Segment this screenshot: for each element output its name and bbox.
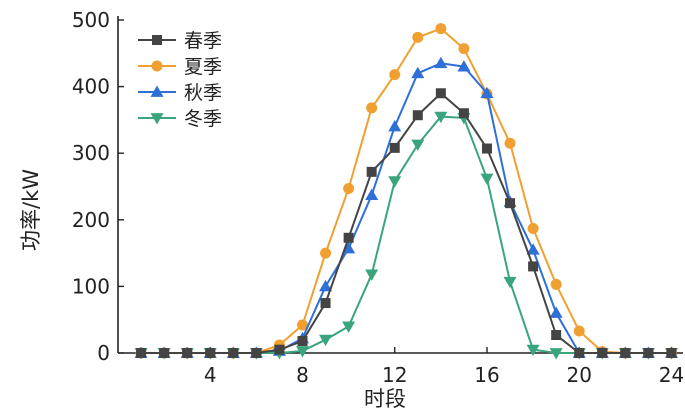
- legend-item: 夏季: [138, 56, 222, 78]
- legend-label: 夏季: [184, 56, 222, 78]
- data-point: [274, 344, 285, 355]
- data-point: [458, 43, 470, 55]
- y-tick-label: 500: [72, 8, 110, 32]
- legend-marker: [152, 35, 162, 45]
- data-point: [320, 298, 331, 309]
- data-point: [319, 334, 333, 347]
- data-point: [435, 23, 447, 35]
- data-point: [480, 173, 494, 186]
- data-point: [458, 108, 469, 119]
- x-tick-label: 16: [474, 363, 499, 387]
- data-point: [457, 60, 471, 72]
- data-point: [503, 276, 517, 289]
- data-point: [526, 243, 540, 255]
- data-point: [366, 166, 377, 177]
- data-point: [205, 348, 216, 358]
- data-point: [159, 348, 170, 358]
- legend-label: 冬季: [184, 108, 222, 130]
- series-1: [136, 88, 677, 358]
- legend-item: 冬季: [138, 108, 222, 130]
- data-point: [481, 143, 492, 154]
- data-point: [527, 222, 539, 234]
- data-point: [296, 319, 308, 331]
- series-layer: [134, 23, 678, 360]
- data-point: [597, 348, 608, 358]
- data-point: [435, 88, 446, 99]
- data-point: [320, 247, 332, 259]
- series-4: [134, 111, 678, 360]
- data-point: [551, 330, 562, 341]
- data-point: [504, 137, 516, 149]
- data-point: [251, 348, 262, 358]
- data-point: [526, 344, 540, 357]
- legend-label: 春季: [184, 30, 222, 52]
- x-tick-label: 12: [382, 363, 407, 387]
- data-point: [388, 120, 402, 132]
- x-tick-label: 4: [204, 363, 217, 387]
- data-point: [434, 56, 448, 69]
- data-point: [228, 348, 239, 358]
- legend-marker: [150, 85, 164, 97]
- x-axis-label: 时段: [364, 387, 406, 411]
- y-tick-label: 200: [72, 208, 110, 232]
- data-point: [643, 348, 654, 358]
- data-point: [480, 86, 494, 99]
- data-point: [319, 279, 333, 292]
- data-point: [365, 188, 379, 201]
- data-point: [389, 142, 400, 153]
- y-tick-label: 400: [72, 75, 110, 99]
- data-point: [411, 139, 425, 152]
- data-point: [412, 110, 423, 121]
- data-point: [620, 348, 631, 358]
- data-point: [295, 346, 309, 358]
- data-point: [528, 261, 539, 272]
- y-tick-label: 100: [72, 274, 110, 298]
- series-line: [141, 115, 672, 354]
- data-point: [388, 176, 402, 188]
- data-point: [297, 336, 308, 347]
- legend-item: 春季: [138, 30, 222, 52]
- data-point: [549, 306, 563, 318]
- legend-marker: [151, 60, 163, 72]
- axes: 0 100 200 300 400 500 4 8 12 16 20 24: [72, 8, 684, 387]
- legend-marker: [150, 113, 164, 125]
- data-point: [411, 66, 425, 79]
- data-point: [412, 31, 424, 43]
- data-point: [136, 348, 147, 358]
- legend-label: 秋季: [184, 82, 222, 104]
- data-point: [182, 348, 193, 358]
- y-tick-label: 300: [72, 141, 110, 165]
- y-axis-label: 功率/kW: [19, 169, 43, 251]
- series-line: [141, 91, 672, 354]
- data-point: [343, 182, 355, 194]
- data-point: [505, 198, 516, 209]
- x-tick-label: 24: [659, 363, 684, 387]
- data-point: [549, 348, 563, 360]
- data-point: [550, 278, 562, 290]
- data-point: [343, 232, 354, 243]
- data-point: [342, 321, 356, 333]
- data-point: [366, 102, 378, 114]
- y-tick-label: 0: [97, 341, 110, 365]
- data-point: [342, 241, 356, 254]
- x-tick-label: 8: [296, 363, 309, 387]
- data-point: [573, 325, 585, 337]
- x-tick-label: 20: [566, 363, 591, 387]
- data-point: [389, 69, 401, 81]
- data-point: [434, 111, 448, 124]
- series-line: [141, 62, 672, 354]
- data-point: [666, 348, 677, 358]
- data-point: [574, 348, 585, 358]
- data-point: [365, 269, 379, 281]
- legend-item: 秋季: [138, 82, 222, 104]
